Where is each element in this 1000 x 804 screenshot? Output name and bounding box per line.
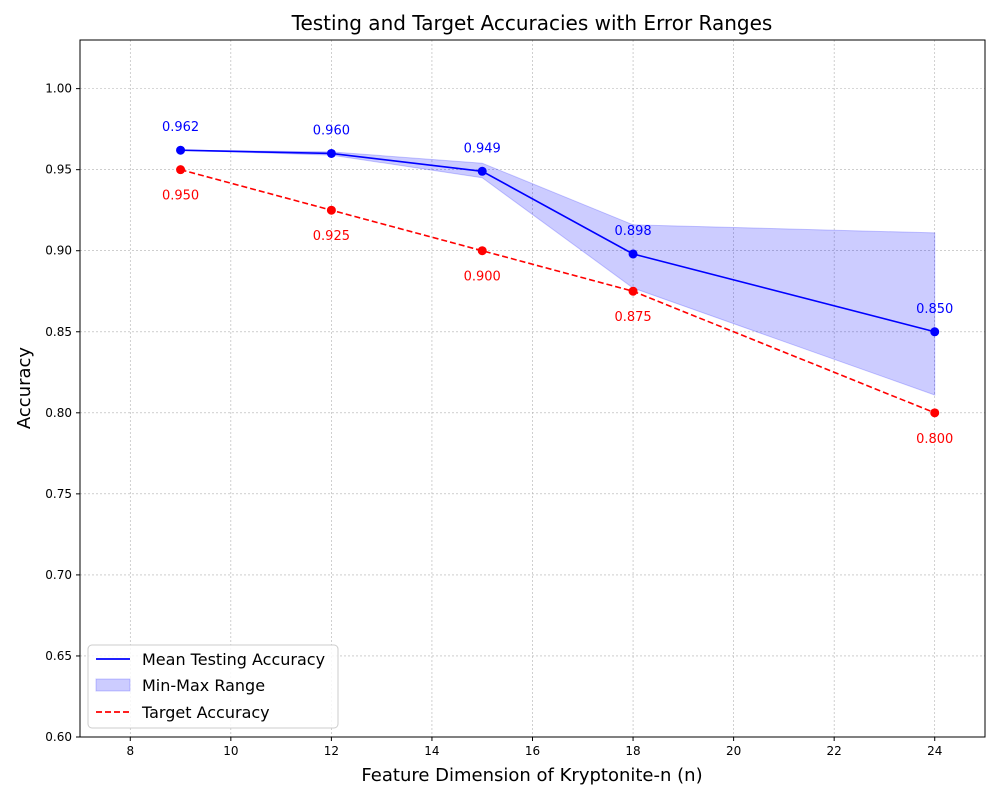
mean-testing-accuracy-point <box>477 166 487 176</box>
y-tick-label: 0.60 <box>45 730 72 744</box>
mean-testing-accuracy-data-label: 0.962 <box>162 120 199 135</box>
target-accuracy-point <box>176 165 186 175</box>
y-tick-label: 0.95 <box>45 163 72 177</box>
target-accuracy-data-label: 0.900 <box>464 270 501 285</box>
x-tick-label: 22 <box>827 744 842 758</box>
mean-testing-accuracy-data-label: 0.960 <box>313 123 350 138</box>
y-tick-label: 0.70 <box>45 568 72 582</box>
data-points-layer <box>176 145 940 418</box>
x-tick-label: 18 <box>625 744 640 758</box>
target-accuracy-data-label: 0.800 <box>916 432 953 447</box>
x-tick-label: 14 <box>424 744 439 758</box>
y-tick-label: 0.90 <box>45 244 72 258</box>
mean-testing-accuracy-data-label: 0.949 <box>464 141 501 156</box>
x-tick-label: 8 <box>126 744 134 758</box>
data-labels-layer: 0.950 0.962 0.925 0.960 0.900 0.949 0.875 0.898… <box>162 120 953 447</box>
x-tick-label: 12 <box>324 744 339 758</box>
min-max-range-band <box>180 149 936 396</box>
mean-testing-accuracy-data-label: 0.898 <box>614 224 651 239</box>
y-tick-label: 0.65 <box>45 649 72 663</box>
y-tick-label: 0.80 <box>45 406 72 420</box>
min-max-band-layer <box>180 149 936 396</box>
x-tick-label: 16 <box>525 744 540 758</box>
target-accuracy-point <box>326 205 336 215</box>
target-accuracy-data-label: 0.875 <box>614 310 651 325</box>
target-accuracy-line <box>180 168 936 414</box>
x-tick-label: 24 <box>927 744 942 758</box>
mean-testing-accuracy-point <box>176 145 186 155</box>
target-accuracy-point <box>628 286 638 296</box>
x-axis-label: Feature Dimension of Kryptonite-n (n) <box>361 765 702 786</box>
target-accuracy-data-label: 0.950 <box>162 189 199 204</box>
target-accuracy-point <box>477 246 487 256</box>
legend-box <box>87 644 339 729</box>
legend-label-target: Target Accuracy <box>141 703 270 722</box>
axis-ticks-layer: 8 10 12 14 16 18 20 22 24 0.60 0.65 0.70 0.75 0.80 0.8… <box>45 82 942 758</box>
mean-testing-accuracy-point <box>930 327 940 337</box>
target-accuracy-point <box>930 408 940 418</box>
chart-title: Testing and Target Accuracies with Error… <box>291 11 773 35</box>
legend-swatch-range-patch <box>95 678 131 692</box>
y-tick-label: 1.00 <box>45 82 72 96</box>
legend-label-range: Min-Max Range <box>142 676 265 695</box>
legend: Mean Testing Accuracy Min-Max Range Targ… <box>87 644 339 729</box>
x-tick-label: 10 <box>223 744 238 758</box>
y-axis-label: Accuracy <box>14 347 35 430</box>
mean-testing-accuracy-data-label: 0.850 <box>916 302 953 317</box>
mean-testing-accuracy-point <box>628 249 638 259</box>
mean-testing-accuracy-point <box>326 148 336 158</box>
x-tick-label: 20 <box>726 744 741 758</box>
y-tick-label: 0.85 <box>45 325 72 339</box>
target-accuracy-data-label: 0.925 <box>313 229 350 244</box>
legend-label-mean: Mean Testing Accuracy <box>142 650 325 669</box>
y-tick-label: 0.75 <box>45 487 72 501</box>
